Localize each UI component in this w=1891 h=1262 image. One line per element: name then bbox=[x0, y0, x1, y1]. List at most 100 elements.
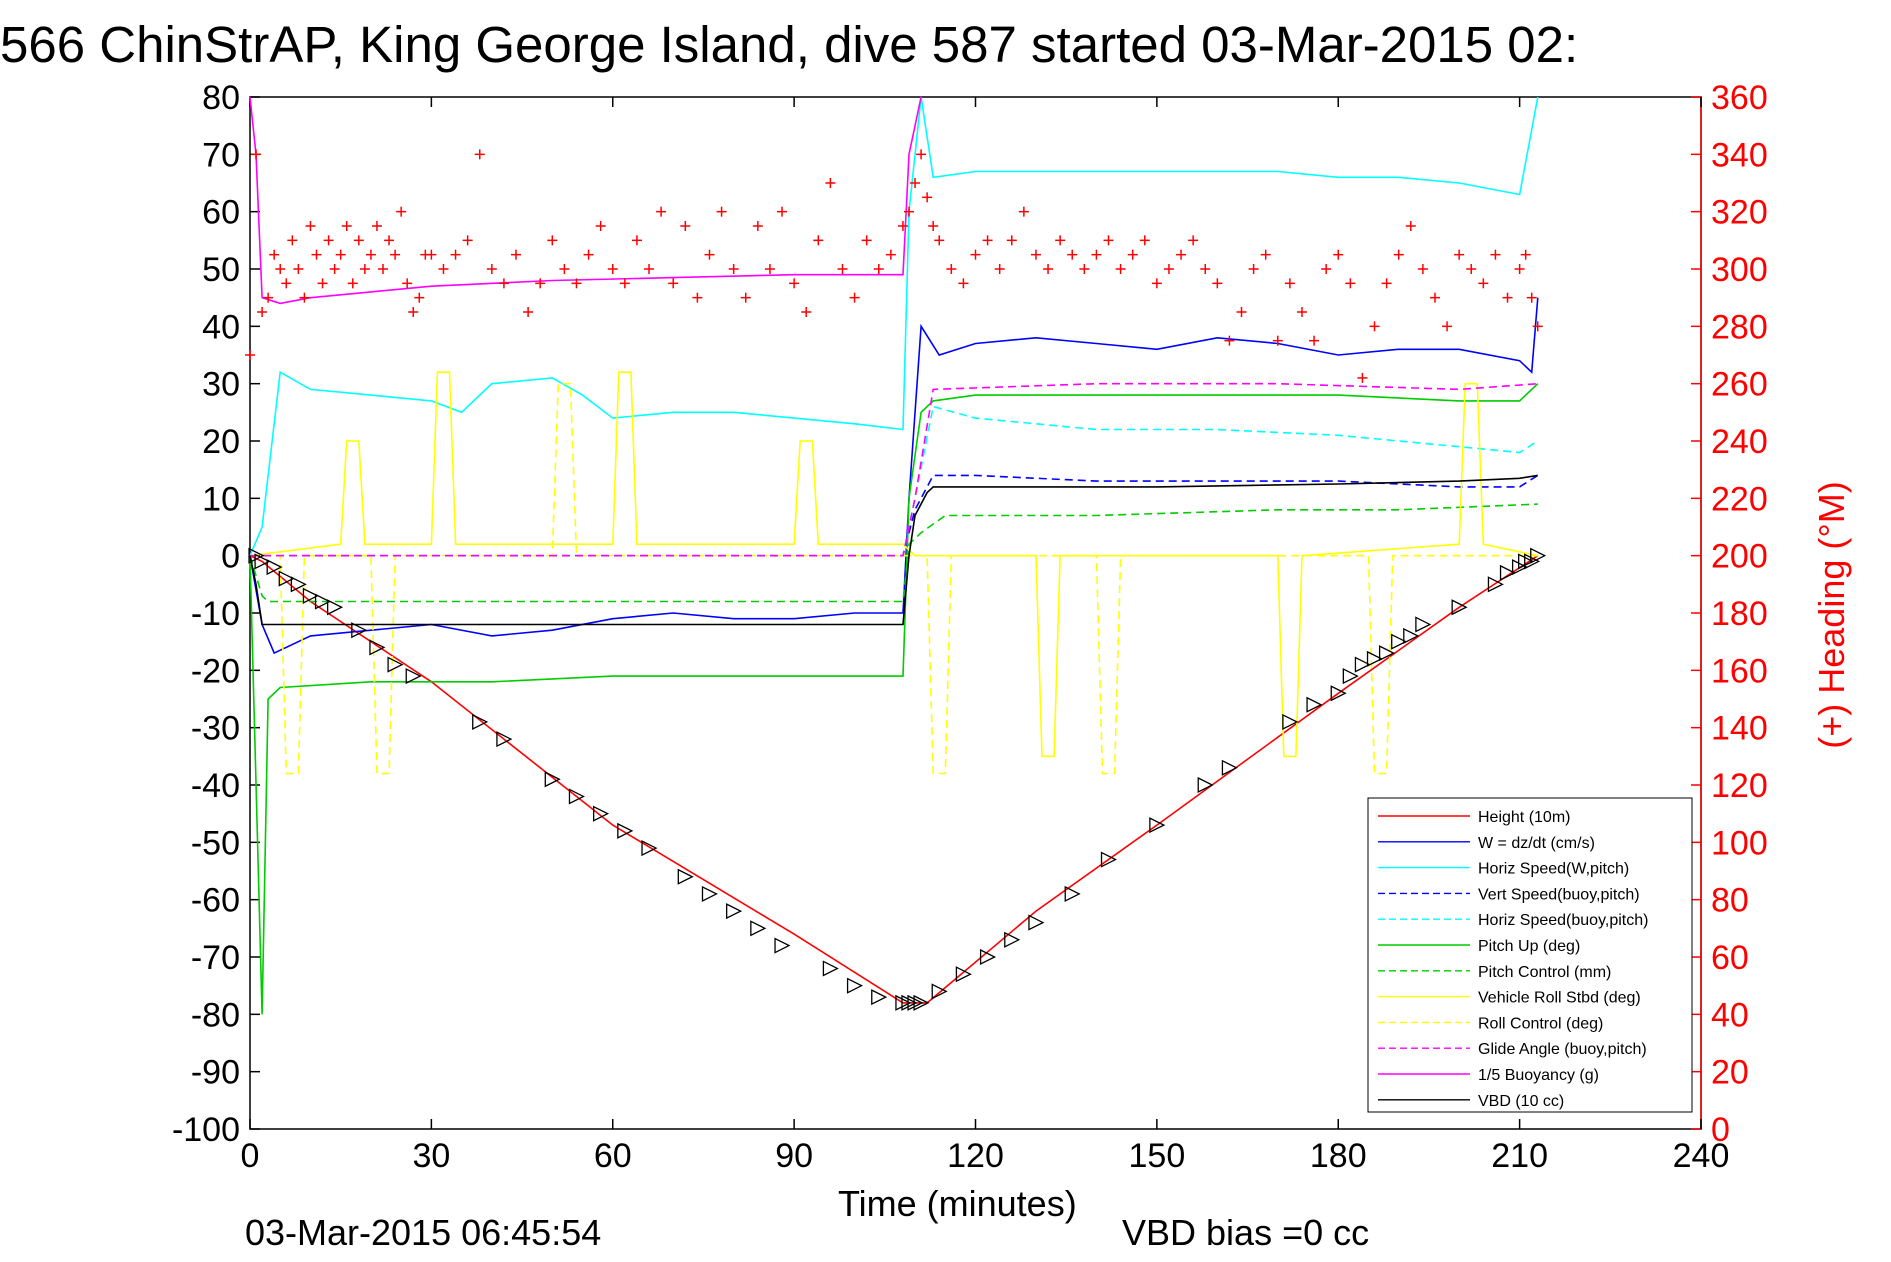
x-tick-label: 0 bbox=[241, 1137, 260, 1175]
heading-marker bbox=[1055, 235, 1066, 246]
heading-marker bbox=[1006, 235, 1017, 246]
heading-marker bbox=[523, 307, 534, 317]
heading-marker bbox=[928, 221, 939, 231]
heading-marker bbox=[305, 221, 316, 231]
triangle-marker bbox=[1282, 713, 1299, 730]
left-tick-label: 60 bbox=[202, 194, 240, 232]
heading-marker bbox=[1442, 321, 1453, 332]
left-tick-label: 40 bbox=[202, 308, 240, 346]
heading-marker bbox=[1248, 264, 1259, 274]
heading-marker bbox=[299, 292, 310, 303]
x-tick-label: 60 bbox=[594, 1137, 632, 1175]
series-line-10 bbox=[249, 96, 922, 305]
heading-marker bbox=[462, 235, 473, 246]
triangle-marker bbox=[405, 668, 422, 685]
heading-marker bbox=[486, 264, 497, 274]
heading-marker bbox=[402, 278, 413, 289]
heading-marker bbox=[426, 249, 437, 260]
triangle-marker bbox=[472, 713, 489, 730]
series-line-7 bbox=[249, 371, 1538, 758]
heading-marker bbox=[1224, 335, 1235, 346]
heading-marker bbox=[408, 307, 419, 317]
triangle-marker bbox=[931, 983, 948, 1000]
x-axis-label: Time (minutes) bbox=[838, 1183, 1077, 1224]
left-axis: 80 70 60 50 40 30 20 10 0 -10 -20 -30 -40 -50 -60 -70 -8… bbox=[172, 79, 260, 1149]
heading-marker bbox=[922, 192, 933, 203]
triangle-marker bbox=[1004, 931, 1021, 948]
heading-marker bbox=[789, 278, 800, 289]
heading-marker bbox=[692, 292, 703, 303]
heading-marker bbox=[359, 264, 370, 274]
heading-marker bbox=[293, 264, 304, 274]
x-tick-label: 90 bbox=[775, 1137, 813, 1175]
legend-label: Pitch Up (deg) bbox=[1478, 938, 1580, 955]
triangle-marker bbox=[1391, 633, 1408, 650]
triangle-marker bbox=[750, 920, 767, 937]
heading-marker bbox=[1309, 335, 1320, 346]
heading-marker bbox=[631, 235, 642, 246]
right-axis-label: (+) Heading (°M) bbox=[1811, 481, 1852, 748]
triangle-marker bbox=[593, 805, 610, 822]
heading-marker bbox=[656, 206, 667, 217]
right-tick-label: 40 bbox=[1711, 996, 1749, 1034]
left-tick-label: -70 bbox=[191, 939, 240, 977]
heading-marker bbox=[269, 249, 280, 260]
left-tick-label: -10 bbox=[191, 595, 240, 633]
triangle-marker bbox=[1524, 553, 1541, 570]
heading-marker bbox=[1526, 292, 1537, 303]
heading-marker bbox=[347, 278, 358, 289]
right-tick-label: 120 bbox=[1711, 767, 1768, 805]
heading-marker bbox=[1272, 335, 1283, 346]
triangle-marker bbox=[248, 547, 265, 564]
heading-marker bbox=[1200, 264, 1211, 274]
triangle-marker bbox=[1499, 564, 1516, 581]
triangle-marker bbox=[369, 639, 386, 656]
triangle-marker bbox=[290, 576, 307, 593]
left-tick-label: -40 bbox=[191, 767, 240, 805]
right-tick-label: 360 bbox=[1711, 79, 1768, 117]
left-tick-label: 80 bbox=[202, 79, 240, 117]
heading-marker bbox=[885, 249, 896, 260]
heading-marker bbox=[1393, 249, 1404, 260]
heading-marker bbox=[329, 264, 340, 274]
heading-marker bbox=[535, 278, 546, 289]
heading-marker bbox=[341, 221, 352, 231]
x-tick-label: 210 bbox=[1491, 1137, 1548, 1175]
triangle-marker bbox=[1306, 696, 1323, 713]
heading-marker bbox=[1030, 249, 1041, 260]
heading-marker bbox=[1405, 221, 1416, 231]
heading-marker bbox=[450, 249, 461, 260]
x-tick-label: 150 bbox=[1129, 1137, 1186, 1175]
heading-marker bbox=[752, 221, 763, 231]
triangle-marker bbox=[1149, 817, 1166, 834]
triangle-marker bbox=[326, 599, 344, 616]
heading-marker bbox=[323, 235, 334, 246]
x-axis: 0 30 60 90 120 150 180 210 240 bbox=[241, 97, 1729, 1175]
triangle-marker bbox=[1197, 776, 1214, 794]
triangle-marker bbox=[1064, 885, 1081, 902]
triangle-marker bbox=[351, 622, 368, 639]
heading-marker bbox=[837, 264, 848, 274]
heading-marker bbox=[281, 278, 292, 289]
right-axis: 3603403203002802602402202001801601401201… bbox=[1691, 79, 1768, 1149]
heading-marker bbox=[559, 264, 570, 274]
triangle-marker bbox=[677, 868, 694, 885]
heading-marker bbox=[680, 221, 691, 231]
heading-marker bbox=[1018, 206, 1029, 217]
right-tick-label: 260 bbox=[1711, 366, 1768, 404]
heading-marker bbox=[353, 235, 364, 246]
series-line-1 bbox=[249, 297, 1539, 655]
triangle-marker bbox=[726, 903, 743, 920]
triangle-marker bbox=[641, 840, 658, 857]
heading-marker bbox=[1502, 292, 1513, 303]
heading-marker bbox=[994, 264, 1005, 274]
heading-marker bbox=[1115, 264, 1126, 274]
left-tick-label: 50 bbox=[202, 251, 240, 289]
heading-marker bbox=[287, 235, 298, 246]
triangle-marker bbox=[1511, 559, 1529, 576]
x-tick-label: 30 bbox=[412, 1137, 450, 1175]
heading-marker bbox=[916, 149, 927, 160]
heading-marker bbox=[365, 249, 376, 260]
heading-marker bbox=[1091, 249, 1102, 260]
